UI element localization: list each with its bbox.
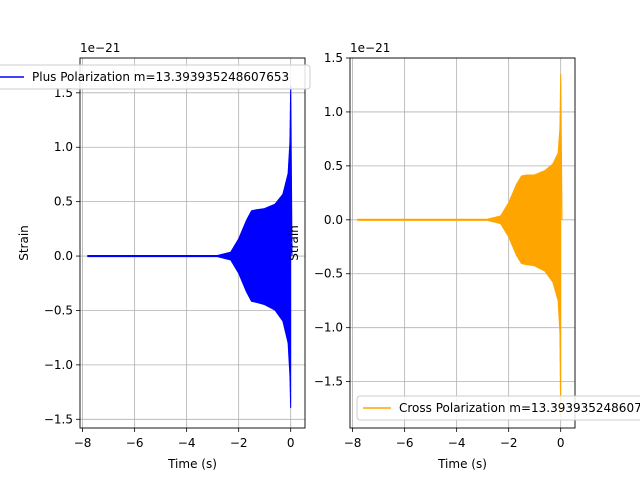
series-1 <box>357 74 563 418</box>
x-tick-label: 0 <box>287 436 295 450</box>
legend: Plus Polarization m=13.393935248607653 <box>0 64 311 90</box>
y-tick-label: −1.5 <box>44 412 73 426</box>
y-tick-label: 0.0 <box>324 213 343 227</box>
series-1 <box>87 85 293 408</box>
x-tick-label: −4 <box>448 436 466 450</box>
y-offset-text: 1e−21 <box>80 41 120 55</box>
x-tick-label: −8 <box>344 436 362 450</box>
x-axis-label: Time (s) <box>437 457 487 471</box>
legend-box <box>0 64 311 90</box>
y-tick-label: −1.5 <box>314 375 343 389</box>
axes-frame <box>79 57 306 429</box>
x-tick-label: −6 <box>396 436 414 450</box>
x-tick-label: −2 <box>500 436 518 450</box>
y-tick-label: 1.0 <box>54 140 73 154</box>
y-tick-label: 1.5 <box>324 51 343 65</box>
y-tick-label: 1.0 <box>324 105 343 119</box>
y-tick-label: −1.0 <box>314 321 343 335</box>
y-tick-label: −0.5 <box>314 267 343 281</box>
y-axis-label: Strain <box>287 225 301 261</box>
x-tick-label: −2 <box>230 436 248 450</box>
legend-label: Plus Polarization m=13.393935248607653 <box>32 70 289 84</box>
chart-2: −8 −6 −4 −2 0 −1.5 −1.0 −0.5 0.0 0.5 1.0 1.5 Time (s… <box>287 41 640 471</box>
y-tick-label: 0.5 <box>324 159 343 173</box>
y-tick-label: −0.5 <box>44 303 73 317</box>
y-offset-text: 1e−21 <box>350 41 390 55</box>
x-tick-label: −4 <box>178 436 196 450</box>
y-tick-label: −1.0 <box>44 358 73 372</box>
y-tick-label: 0.5 <box>54 195 73 209</box>
axes-frame <box>349 57 576 429</box>
x-tick-label: 0 <box>557 436 565 450</box>
legend: Cross Polarization m=13.393935248607653 <box>356 395 640 421</box>
series-line <box>87 85 293 408</box>
legend-box <box>356 395 640 421</box>
x-tick-label: −6 <box>126 436 144 450</box>
y-axis-label: Strain <box>17 225 31 261</box>
legend-label: Cross Polarization m=13.393935248607653 <box>399 401 640 415</box>
series-line <box>357 74 563 418</box>
x-axis-label: Time (s) <box>167 457 217 471</box>
x-tick-label: −8 <box>74 436 92 450</box>
y-tick-label: 0.0 <box>54 249 73 263</box>
